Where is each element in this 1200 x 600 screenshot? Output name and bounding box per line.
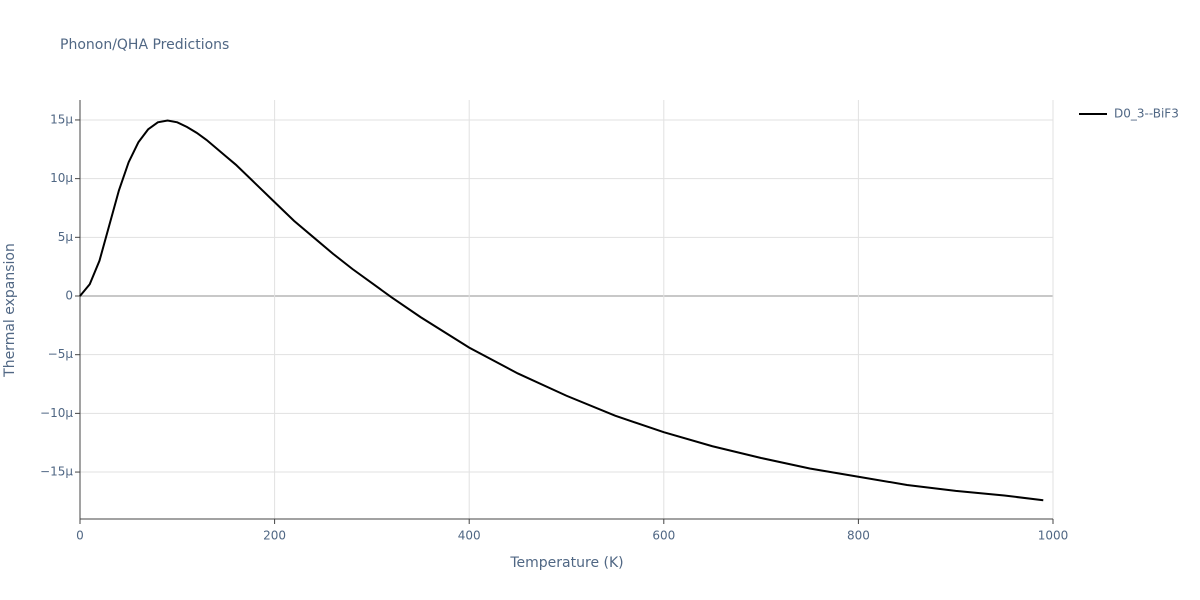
y-tick-label: −15µ xyxy=(40,465,73,479)
chart-title: Phonon/QHA Predictions xyxy=(60,37,229,53)
y-axis-title: Thermal expansion xyxy=(2,243,18,378)
x-tick-label: 400 xyxy=(458,529,481,543)
y-tick-label: −5µ xyxy=(48,347,74,361)
x-tick-label: 800 xyxy=(847,529,870,543)
legend-label: D0_3--BiF3 xyxy=(1114,107,1179,121)
x-axis-title: Temperature (K) xyxy=(509,555,623,571)
y-tick-label: 0 xyxy=(65,289,73,303)
y-tick-label: 5µ xyxy=(58,230,74,244)
x-tick-label: 200 xyxy=(263,529,286,543)
y-tick-label: −10µ xyxy=(40,406,73,420)
y-tick-label: 10µ xyxy=(50,171,73,185)
x-tick-label: 600 xyxy=(652,529,675,543)
x-tick-label: 0 xyxy=(76,529,84,543)
y-tick-label: 15µ xyxy=(50,112,73,126)
x-tick-label: 1000 xyxy=(1038,529,1069,543)
data-line xyxy=(79,119,1044,502)
